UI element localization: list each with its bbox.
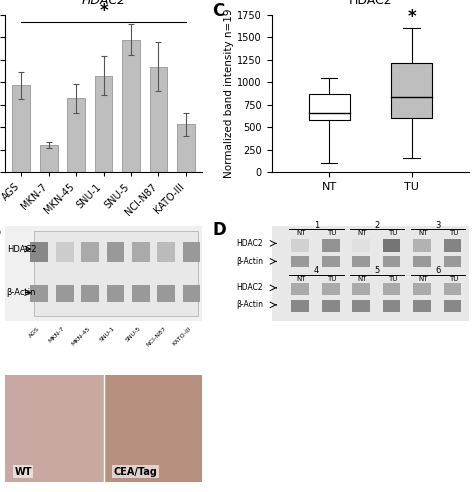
- Text: 1: 1: [314, 221, 319, 230]
- Text: HDAC2: HDAC2: [236, 239, 263, 248]
- Bar: [322, 300, 339, 311]
- Text: HDAC2: HDAC2: [7, 245, 36, 253]
- Bar: [383, 300, 401, 311]
- Text: NT: NT: [418, 276, 428, 282]
- Bar: [352, 239, 370, 252]
- Bar: [56, 242, 73, 262]
- Text: TU: TU: [327, 276, 337, 282]
- Bar: [352, 300, 370, 311]
- Text: D: D: [212, 221, 226, 239]
- Bar: [322, 239, 339, 252]
- Bar: [444, 283, 461, 296]
- Text: NT: NT: [357, 230, 367, 236]
- Text: 5: 5: [375, 266, 380, 275]
- Bar: [391, 62, 432, 119]
- Bar: [132, 242, 150, 262]
- Bar: [309, 94, 350, 120]
- Text: NT: NT: [357, 276, 367, 282]
- Y-axis label: Normalized band intensity n=19: Normalized band intensity n=19: [224, 9, 234, 179]
- Text: 6: 6: [436, 266, 441, 275]
- Text: NT: NT: [418, 230, 428, 236]
- Bar: [444, 256, 461, 267]
- Bar: [81, 285, 99, 302]
- Bar: [292, 239, 309, 252]
- Text: 4: 4: [314, 266, 319, 275]
- Bar: [67, 98, 85, 173]
- Text: SNU-5: SNU-5: [125, 326, 142, 343]
- Bar: [182, 242, 201, 262]
- Bar: [157, 285, 175, 302]
- Text: WT: WT: [15, 467, 32, 477]
- Bar: [413, 283, 431, 296]
- Text: β-Actin: β-Actin: [7, 288, 36, 297]
- Bar: [413, 300, 431, 311]
- Bar: [81, 242, 99, 262]
- Bar: [322, 283, 339, 296]
- Text: AGS: AGS: [27, 326, 40, 338]
- Text: B: B: [0, 222, 1, 240]
- Bar: [150, 66, 167, 173]
- Text: *: *: [407, 7, 416, 26]
- Bar: [413, 256, 431, 267]
- Text: TU: TU: [388, 276, 397, 282]
- Bar: [444, 300, 461, 311]
- Bar: [352, 256, 370, 267]
- Bar: [157, 242, 175, 262]
- Text: HDAC2: HDAC2: [236, 283, 263, 292]
- Text: 2: 2: [375, 221, 380, 230]
- Bar: [182, 285, 201, 302]
- Text: β-Actin: β-Actin: [236, 301, 263, 309]
- Title: HDAC2: HDAC2: [348, 0, 392, 7]
- Bar: [30, 242, 48, 262]
- Bar: [383, 283, 401, 296]
- Bar: [292, 300, 309, 311]
- Bar: [383, 256, 401, 267]
- Bar: [413, 239, 431, 252]
- Text: KATO-III: KATO-III: [172, 326, 192, 347]
- Bar: [352, 283, 370, 296]
- Bar: [107, 285, 124, 302]
- Text: SNU-1: SNU-1: [99, 326, 117, 343]
- Bar: [56, 285, 73, 302]
- Bar: [35, 231, 199, 316]
- Text: TU: TU: [449, 230, 458, 236]
- Bar: [95, 76, 112, 173]
- Bar: [383, 239, 401, 252]
- Bar: [132, 285, 150, 302]
- Text: NCI-N87: NCI-N87: [146, 326, 167, 347]
- Title: HDAC2: HDAC2: [82, 0, 126, 7]
- Bar: [444, 239, 461, 252]
- Text: MKN-45: MKN-45: [70, 326, 91, 346]
- Bar: [292, 256, 309, 267]
- Bar: [30, 285, 48, 302]
- Bar: [177, 124, 195, 173]
- Text: C: C: [212, 2, 225, 20]
- Bar: [292, 283, 309, 296]
- Text: NT: NT: [297, 230, 306, 236]
- Text: *: *: [99, 2, 108, 20]
- Text: NT: NT: [297, 276, 306, 282]
- Text: β-Actin: β-Actin: [236, 257, 263, 266]
- Bar: [40, 145, 57, 173]
- Bar: [322, 256, 339, 267]
- Text: MKN-7: MKN-7: [48, 326, 66, 344]
- Text: 3: 3: [436, 221, 441, 230]
- Text: TU: TU: [388, 230, 397, 236]
- Text: TU: TU: [449, 276, 458, 282]
- Text: TU: TU: [327, 230, 337, 236]
- Bar: [122, 39, 140, 173]
- Bar: [107, 242, 124, 262]
- Text: CEA/Tag: CEA/Tag: [113, 467, 157, 477]
- Bar: [12, 86, 30, 173]
